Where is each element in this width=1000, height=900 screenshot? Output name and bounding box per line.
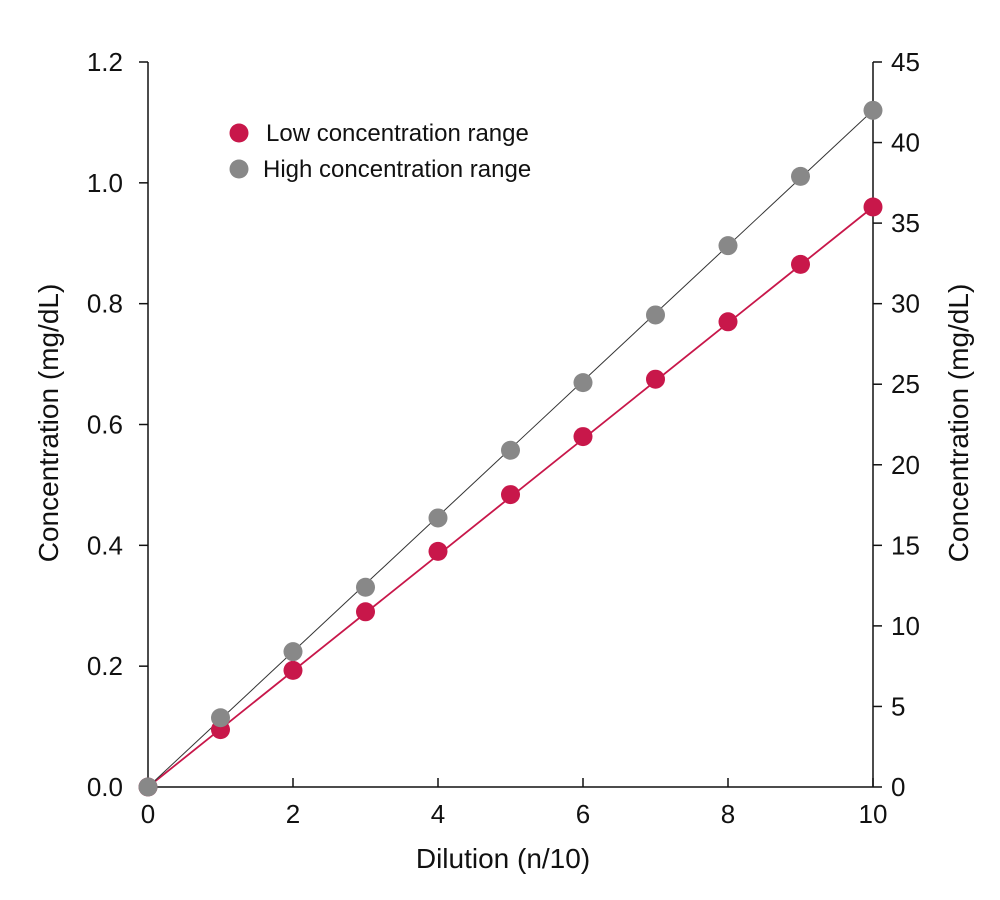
right-y-axis-title: Concentration (mg/dL) <box>943 284 974 563</box>
data-points <box>138 100 883 797</box>
left-y-tick-label: 0.0 <box>87 772 123 802</box>
data-point-series-2 <box>646 305 665 325</box>
data-point-series-1 <box>283 660 303 680</box>
data-point-series-1 <box>428 541 448 561</box>
x-tick-label: 4 <box>431 799 445 829</box>
data-point-series-2 <box>791 166 810 186</box>
x-axis-title: Dilution (n/10) <box>416 843 590 874</box>
legend-marker <box>229 159 249 179</box>
right-y-tick-label: 5 <box>891 691 905 721</box>
left-y-tick-label: 1.0 <box>87 168 123 198</box>
left-y-tick-label: 0.8 <box>87 289 123 319</box>
ticks: 0 2 4 6 8 10 0.0 0.2 0.4 0.6 0.8 1.0 1.2 0 5 10 15 20 25 30… <box>87 47 920 829</box>
data-point-series-1 <box>791 254 810 274</box>
left-y-tick-label: 0.6 <box>87 410 123 440</box>
x-tick-label: 2 <box>286 799 300 829</box>
data-point-series-2 <box>428 508 448 528</box>
x-tick-label: 0 <box>141 799 155 829</box>
left-y-tick-label: 0.2 <box>87 651 123 681</box>
right-y-tick-label: 10 <box>891 611 920 641</box>
data-point-series-2 <box>356 577 375 597</box>
x-tick-label: 8 <box>721 799 735 829</box>
legend-marker <box>229 123 249 143</box>
x-tick-label: 6 <box>576 799 590 829</box>
data-point-series-2 <box>211 708 230 728</box>
left-y-tick-label: 1.2 <box>87 47 123 77</box>
data-point-series-2 <box>573 373 593 393</box>
legend-label: High concentration range <box>263 156 531 183</box>
left-y-axis-title: Concentration (mg/dL) <box>33 284 64 563</box>
right-y-tick-label: 20 <box>891 450 920 480</box>
data-point-series-2 <box>138 777 158 797</box>
data-point-series-1 <box>718 312 738 332</box>
data-point-series-2 <box>501 440 520 460</box>
right-y-tick-label: 40 <box>891 128 920 158</box>
data-point-series-2 <box>718 236 738 256</box>
data-point-series-1 <box>863 197 883 217</box>
data-point-series-1 <box>356 602 375 622</box>
data-point-series-2 <box>283 642 303 662</box>
right-y-tick-label: 25 <box>891 369 920 399</box>
right-y-tick-label: 30 <box>891 289 920 319</box>
data-point-series-1 <box>501 485 520 505</box>
right-y-tick-label: 45 <box>891 47 920 77</box>
legend-label: Low concentration range <box>266 120 529 147</box>
left-y-tick-label: 0.4 <box>87 530 123 560</box>
right-y-tick-label: 15 <box>891 530 920 560</box>
right-y-tick-label: 35 <box>891 208 920 238</box>
legend: Low concentration range High concentratio… <box>229 120 531 183</box>
data-point-series-2 <box>863 100 883 120</box>
right-y-tick-label: 0 <box>891 772 905 802</box>
data-point-series-1 <box>646 369 665 389</box>
data-point-series-1 <box>573 427 593 447</box>
x-tick-label: 10 <box>859 799 888 829</box>
